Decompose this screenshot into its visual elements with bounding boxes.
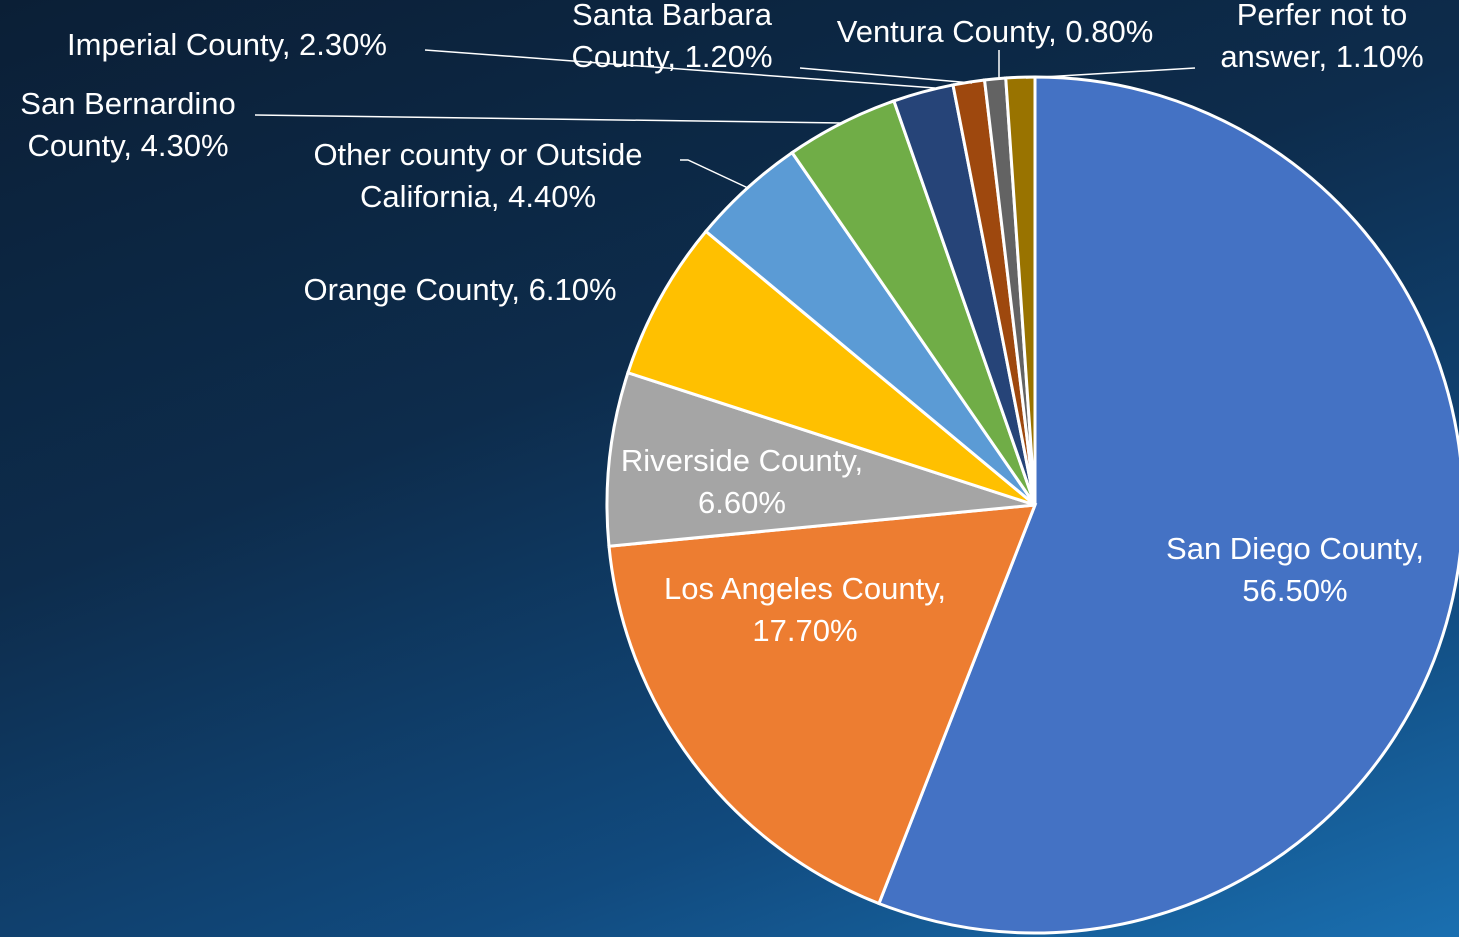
leader-line [799, 67, 973, 84]
data-label: Imperial County, 2.30% [67, 27, 387, 62]
data-label-box: San Bernardino County, 4.30% [20, 86, 236, 163]
data-label: San Diego County, 56.50% [1166, 531, 1424, 608]
data-label: Santa Barbara County, 1.20% [571, 0, 773, 74]
data-label-box: San Diego County, 56.50% [1166, 531, 1424, 608]
data-label: Ventura County, 0.80% [836, 14, 1154, 49]
pie [605, 75, 1459, 935]
data-label: Los Angeles County, 17.70% [663, 571, 947, 648]
data-label: Riverside County, 6.60% [620, 443, 864, 520]
data-label-box: Santa Barbara County, 1.20% [571, 0, 773, 74]
leader-line [254, 114, 843, 124]
data-labels: San Diego County, 56.50% Los Angeles Coun… [0, 0, 1455, 668]
pie-slice [876, 75, 1459, 935]
data-label-box: Perfer not to answer, 1.10% [1220, 0, 1424, 74]
pie-slice [607, 503, 1038, 906]
data-label-box: Imperial County, 2.30% [67, 27, 387, 62]
leader-lines [254, 49, 1196, 189]
data-label-box: Los Angeles County, 17.70% [663, 571, 947, 648]
data-label-box: Other county or Outside California, 4.40… [313, 137, 643, 214]
leader-line [1025, 67, 1196, 79]
data-label-box: Orange County, 6.10% [303, 272, 617, 307]
data-label: Other county or Outside California, 4.40… [313, 137, 643, 214]
data-label-box: Riverside County, 6.60% [620, 443, 864, 520]
leader-line [424, 49, 936, 89]
data-label-box: Ventura County, 0.80% [836, 14, 1154, 49]
data-label: Perfer not to answer, 1.10% [1220, 0, 1424, 74]
pie-slice [605, 370, 1036, 548]
data-label: San Bernardino County, 4.30% [20, 86, 236, 163]
pie-slice [626, 229, 1036, 507]
data-label: Orange County, 6.10% [303, 272, 617, 307]
leader-line [680, 159, 749, 189]
